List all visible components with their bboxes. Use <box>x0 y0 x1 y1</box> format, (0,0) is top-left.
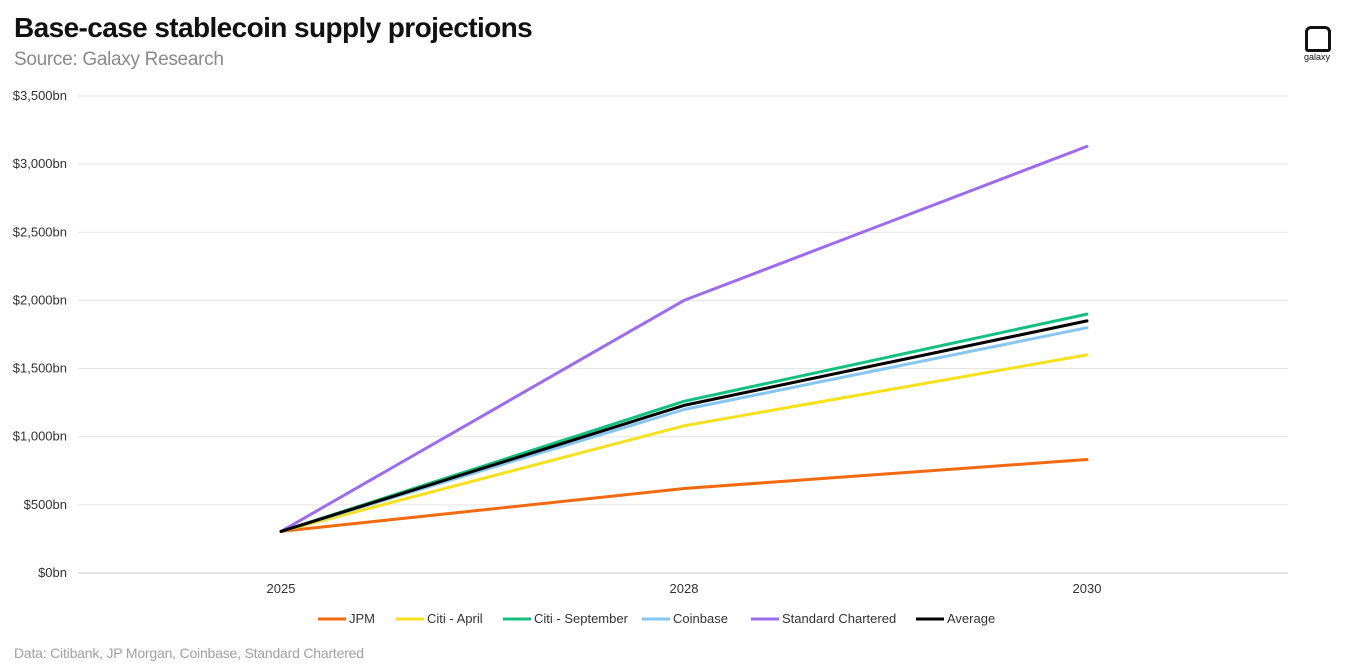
legend: JPM Citi - April Citi - September Coinbase S… <box>318 611 995 626</box>
legend-label: Citi - September <box>534 611 629 626</box>
series-line-average <box>279 319 1089 533</box>
y-tick-label: $3,500bn <box>13 88 67 103</box>
galaxy-logo: galaxy <box>1298 24 1336 66</box>
galaxy-logo-text: galaxy <box>1303 52 1330 62</box>
y-tick-label: $3,000bn <box>13 156 67 171</box>
x-axis-ticks: 2025 2028 2030 <box>267 581 1102 596</box>
grid-lines <box>78 95 1288 574</box>
legend-label: Average <box>947 611 995 626</box>
legend-label: Coinbase <box>673 611 728 626</box>
y-tick-label: $1,500bn <box>13 361 67 376</box>
legend-label: Citi - April <box>427 611 483 626</box>
x-tick-label: 2028 <box>670 581 699 596</box>
y-tick-label: $0bn <box>38 565 67 580</box>
y-tick-label: $2,000bn <box>13 292 67 307</box>
chart-subtitle: Source: Galaxy Research <box>14 49 224 70</box>
chart-title: Base-case stablecoin supply projections <box>14 12 533 43</box>
y-tick-label: $1,000bn <box>13 429 67 444</box>
series-line-citi-april <box>279 353 1089 533</box>
x-tick-label: 2030 <box>1073 581 1102 596</box>
legend-label: JPM <box>349 611 375 626</box>
data-sources-note: Data: Citibank, JP Morgan, Coinbase, Sta… <box>14 645 364 661</box>
series-lines <box>279 144 1089 533</box>
y-tick-label: $500bn <box>24 497 67 512</box>
y-tick-label: $2,500bn <box>13 224 67 239</box>
legend-label: Standard Chartered <box>782 611 896 626</box>
x-tick-label: 2025 <box>267 581 296 596</box>
galaxy-logo-icon <box>1305 26 1331 52</box>
series-line-jpm <box>279 458 1089 533</box>
y-axis-ticks: $0bn $500bn $1,000bn $1,500bn $2,000bn $2,500… <box>13 88 67 580</box>
series-line-standard-chartered <box>279 144 1089 533</box>
